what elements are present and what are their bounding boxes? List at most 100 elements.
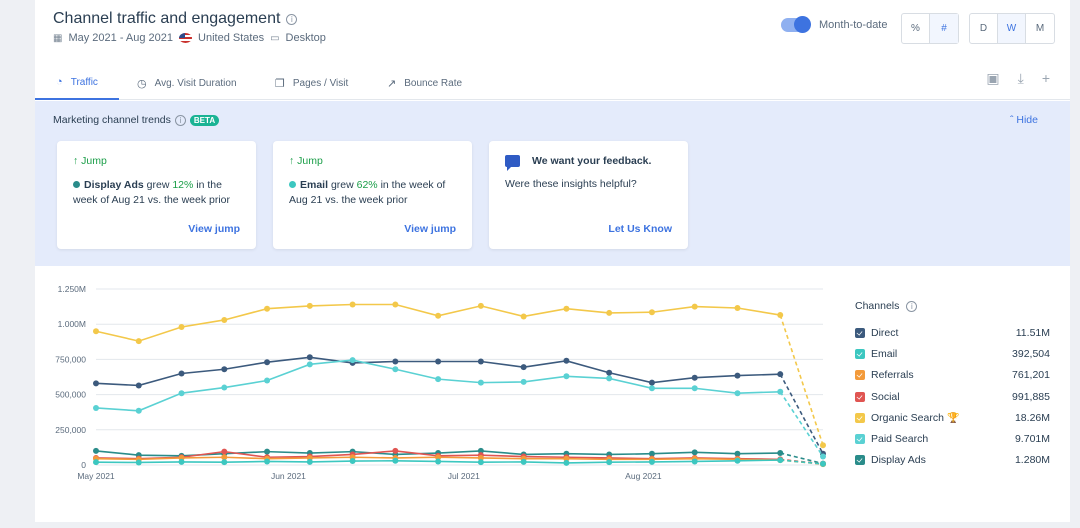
data-point-paid-search	[349, 357, 356, 364]
data-point-organic-search	[477, 302, 484, 309]
toolbar: ▣ ⤓ +	[986, 70, 1050, 87]
view-jump-link[interactable]: View jump	[404, 223, 456, 235]
y-tick-label: 250,000	[55, 425, 86, 435]
data-point-paid-search	[93, 404, 99, 411]
data-point-email	[435, 458, 442, 465]
calendar-icon: ▦	[53, 32, 63, 44]
month-to-date-toggle[interactable]	[781, 16, 811, 33]
insight-text: Email grew 62% in the week of Aug 21 vs.…	[289, 179, 446, 206]
checkbox-icon[interactable]	[855, 348, 865, 359]
data-point-email	[477, 459, 484, 466]
data-point-social	[392, 447, 399, 454]
legend-item-organic-search[interactable]: Organic Search 🏆 18.26M	[855, 407, 1050, 428]
x-tick-label: Jul 2021	[448, 471, 480, 481]
month-button[interactable]: M	[1035, 23, 1045, 34]
download-icon[interactable]: ⤓	[1017, 70, 1024, 86]
metric-tabs: ◔ Traffic ◷ Avg. Visit Duration ❐ Pages …	[35, 66, 1070, 100]
channel-dot	[289, 181, 296, 188]
arrow-up-icon: ↑	[289, 155, 295, 167]
data-point-direct	[477, 358, 484, 365]
number-button[interactable]: #	[930, 14, 958, 43]
header: Channel traffic and engagement i ▦ May 2…	[53, 10, 326, 44]
day-button[interactable]: D	[970, 14, 998, 43]
data-point-email	[563, 459, 570, 466]
view-jump-link[interactable]: View jump	[188, 223, 240, 235]
data-point-paid-search	[264, 377, 271, 384]
checkbox-icon[interactable]	[855, 455, 865, 466]
checkbox-icon[interactable]	[855, 412, 865, 423]
unit-switch: % #	[901, 13, 959, 44]
legend-item-referrals[interactable]: Referrals 761,201	[855, 365, 1050, 386]
traffic-card: Channel traffic and engagement i ▦ May 2…	[35, 0, 1070, 522]
data-point-organic-search	[93, 328, 99, 335]
data-point-direct	[520, 364, 527, 371]
data-point-display-ads	[93, 447, 99, 454]
data-point-referrals	[477, 454, 484, 461]
arrow-up-icon: ↑	[73, 155, 79, 167]
tab-avg-visit-duration[interactable]: ◷ Avg. Visit Duration	[137, 77, 237, 90]
data-point-email	[392, 457, 399, 464]
pie-chart-icon: ◔	[56, 76, 63, 88]
data-point-direct	[306, 354, 313, 361]
month-to-date-control: Month-to-date	[781, 16, 888, 33]
data-point-direct	[734, 372, 741, 379]
legend-item-email[interactable]: Email 392,504	[855, 343, 1050, 364]
checkbox-icon[interactable]	[855, 391, 865, 402]
data-point-direct	[648, 379, 655, 386]
excel-export-icon[interactable]: ▣	[986, 70, 1000, 86]
data-point-direct	[563, 357, 570, 364]
series-projection-paid-search	[779, 391, 824, 457]
data-point-paid-search	[820, 453, 826, 460]
data-point-paid-search	[178, 390, 185, 397]
desktop-icon: ▭	[270, 32, 280, 44]
hide-button[interactable]: ˆ Hide	[1009, 114, 1038, 126]
data-point-organic-search	[178, 324, 185, 331]
data-point-email	[349, 458, 356, 465]
info-icon[interactable]: i	[286, 13, 298, 25]
data-point-direct	[392, 358, 399, 365]
data-point-email	[734, 457, 741, 464]
data-point-organic-search	[264, 305, 271, 312]
insight-card-display-ads: ↑ Jump Display Ads grew 12% in the week …	[57, 141, 256, 249]
info-icon[interactable]: i	[906, 300, 918, 312]
month-to-date-label: Month-to-date	[819, 19, 888, 31]
meta-row: ▦ May 2021 - Aug 2021 United States ▭ De…	[53, 32, 326, 44]
let-us-know-link[interactable]: Let Us Know	[608, 223, 672, 235]
data-point-email	[178, 458, 185, 465]
data-point-email	[777, 457, 784, 464]
data-point-paid-search	[648, 385, 655, 392]
data-point-paid-search	[520, 378, 527, 385]
legend-item-direct[interactable]: Direct 11.51M	[855, 322, 1050, 343]
device[interactable]: Desktop	[285, 32, 326, 44]
y-tick-label: 1.000M	[58, 319, 86, 329]
y-tick-label: 750,000	[55, 354, 86, 364]
legend-title-row: Channels i	[855, 300, 1050, 312]
country[interactable]: United States	[198, 32, 265, 44]
data-point-direct	[221, 366, 228, 373]
legend-item-display-ads[interactable]: Display Ads 1.280M	[855, 450, 1050, 471]
checkbox-icon[interactable]	[855, 327, 865, 338]
percent-button[interactable]: %	[902, 14, 930, 43]
data-point-paid-search	[477, 379, 484, 386]
data-point-paid-search	[435, 376, 442, 383]
tab-bounce-rate[interactable]: ↗ Bounce Rate	[387, 77, 463, 90]
info-icon[interactable]: i	[174, 114, 186, 126]
data-point-referrals	[221, 454, 228, 461]
bounce-icon: ↗	[387, 77, 397, 90]
tab-pages-visit[interactable]: ❐ Pages / Visit	[275, 77, 349, 90]
data-point-organic-search	[392, 301, 399, 308]
checkbox-icon[interactable]	[855, 434, 865, 445]
data-point-email	[221, 459, 228, 466]
add-icon[interactable]: +	[1041, 70, 1050, 86]
tab-traffic[interactable]: ◔ Traffic	[35, 66, 119, 100]
data-point-referrals	[435, 454, 442, 461]
data-point-organic-search	[135, 338, 142, 345]
date-range[interactable]: May 2021 - Aug 2021	[68, 32, 174, 44]
checkbox-icon[interactable]	[855, 370, 865, 381]
week-button[interactable]: W	[998, 14, 1026, 43]
legend-item-paid-search[interactable]: Paid Search 9.701M	[855, 428, 1050, 449]
data-point-organic-search	[648, 309, 655, 316]
legend-item-social[interactable]: Social 991,885	[855, 386, 1050, 407]
granularity-switch: D W M	[969, 13, 1055, 44]
data-point-direct	[435, 358, 442, 365]
